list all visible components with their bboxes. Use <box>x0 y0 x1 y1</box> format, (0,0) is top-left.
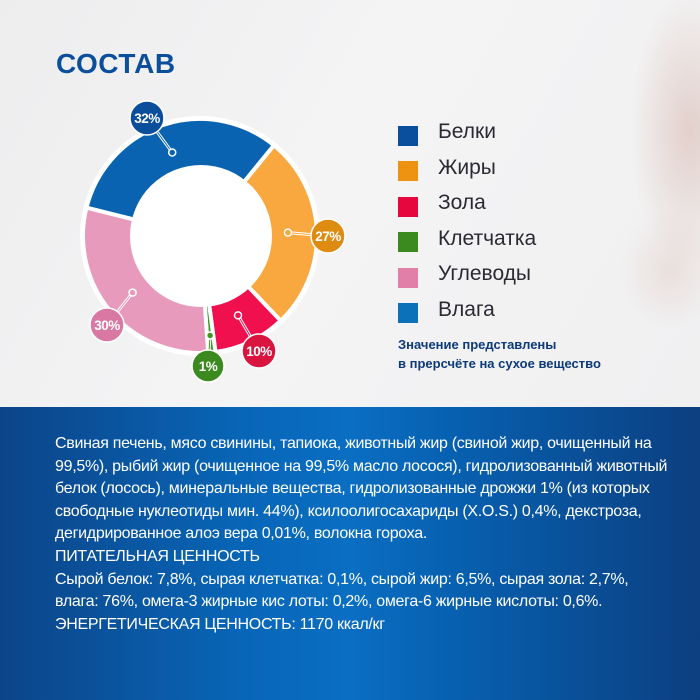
page-title: СОСТАВ <box>56 48 176 79</box>
legend-swatch-carbs <box>398 267 418 288</box>
badge-carbs: 30% <box>89 307 125 343</box>
dry-matter-note: Значение представлены в прерсчёте на сух… <box>398 335 601 373</box>
legend-item-ash: Зола <box>398 189 536 225</box>
legend-label: Клетчатка <box>438 226 537 250</box>
badge-carbs-label: 30% <box>94 318 120 333</box>
energy-value: ЭНЕРГЕТИЧЕСКАЯ ЦЕННОСТЬ: 1170 ккал/кг <box>55 615 385 633</box>
legend-item-fat: Жиры <box>398 154 536 190</box>
legend-item-carbs: Углеводы <box>398 260 536 296</box>
legend-swatch-protein <box>398 125 418 146</box>
note-line-1: Значение представлены <box>398 337 557 352</box>
nutrition-text: Сырой белок: 7,8%, сырая клетчатка: 0,1%… <box>55 570 629 611</box>
legend-swatch-moisture <box>398 303 418 324</box>
legend-label: Влага <box>438 297 495 321</box>
legend-label: Зола <box>438 191 486 215</box>
note-line-2: в прерсчёте на сухое вещество <box>398 356 601 371</box>
badge-fat-label: 27% <box>315 229 341 244</box>
badge-protein: 32% <box>129 100 165 136</box>
badge-fat: 27% <box>310 218 346 254</box>
legend-label: Белки <box>438 120 496 144</box>
badge-protein-label: 32% <box>134 111 160 126</box>
badge-fiber-label: 1% <box>199 359 218 374</box>
legend-label: Жиры <box>438 155 496 179</box>
legend-item-fiber: Клетчатка <box>398 225 536 261</box>
composition-panel: Свиная печень, мясо свинины, тапиока, жи… <box>0 407 700 700</box>
chart-legend: Белки Жиры Зола Клетчатка Углеводы Влага <box>398 118 536 331</box>
legend-swatch-ash <box>398 196 418 217</box>
legend-swatch-fiber <box>398 232 418 253</box>
legend-label: Углеводы <box>438 262 532 286</box>
nutrition-heading: ПИТАТЕЛЬНАЯ ЦЕННОСТЬ <box>55 547 260 565</box>
badge-fiber: 1% <box>191 349 225 383</box>
donut-hole <box>130 165 272 307</box>
top-panel: СОСТАВ 32% 27% 10% 1% 30% Белк <box>0 0 700 407</box>
composition-text: Свиная печень, мясо свинины, тапиока, жи… <box>55 433 675 636</box>
legend-swatch-fat <box>398 161 418 182</box>
donut-chart: 32% 27% 10% 1% 30% <box>80 100 346 383</box>
legend-item-moisture: Влага <box>398 296 536 332</box>
badge-ash: 10% <box>241 333 277 369</box>
ingredients-text: Свиная печень, мясо свинины, тапиока, жи… <box>55 435 668 543</box>
legend-item-protein: Белки <box>398 118 536 154</box>
badge-ash-label: 10% <box>246 344 272 359</box>
